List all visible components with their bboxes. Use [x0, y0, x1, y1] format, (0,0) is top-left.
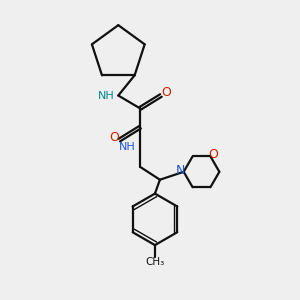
Text: N: N [176, 164, 185, 177]
Text: O: O [161, 86, 171, 99]
Text: CH₃: CH₃ [145, 257, 165, 267]
Text: O: O [110, 130, 119, 144]
Text: NH: NH [98, 91, 115, 100]
Text: O: O [208, 148, 218, 161]
Text: NH: NH [119, 142, 136, 152]
